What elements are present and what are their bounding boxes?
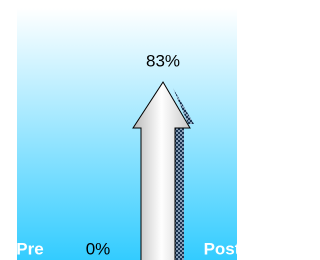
chart: 83% 0% Pre Post: [0, 0, 254, 260]
category-label: Pre: [16, 239, 43, 258]
category-label: Post: [204, 239, 241, 258]
value-label: 83%: [146, 52, 180, 71]
plot-background: [17, 8, 237, 260]
value-label: 0%: [86, 239, 111, 258]
